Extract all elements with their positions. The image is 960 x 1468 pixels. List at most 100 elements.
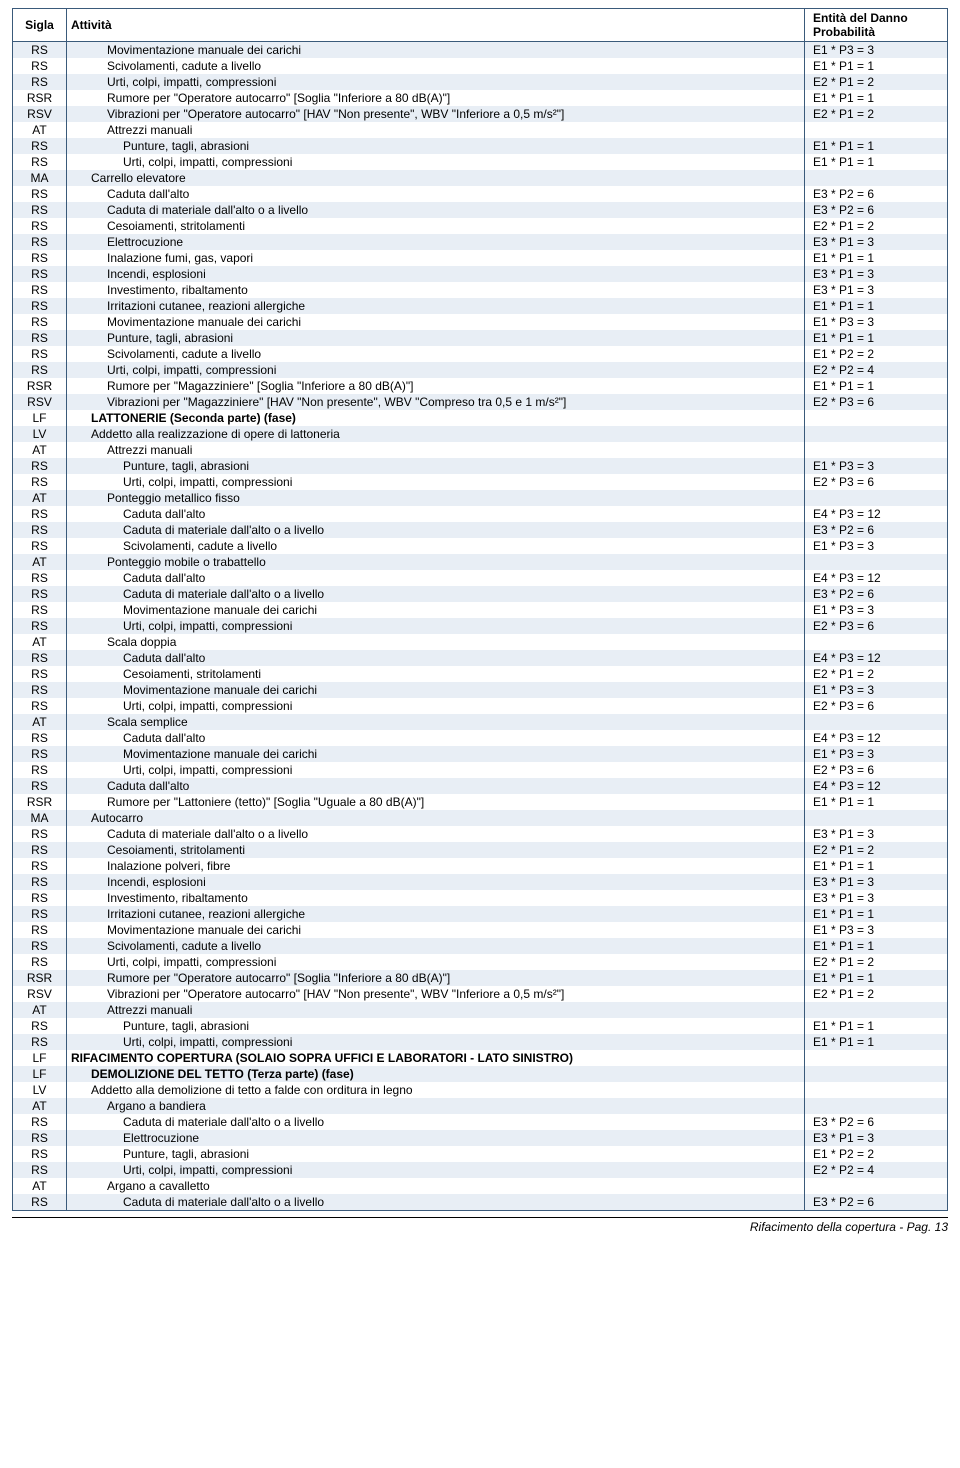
cell-entita: E4 * P3 = 12 xyxy=(805,506,948,522)
cell-attivita: Vibrazioni per "Operatore autocarro" [HA… xyxy=(67,106,805,122)
cell-attivita: LATTONERIE (Seconda parte) (fase) xyxy=(67,410,805,426)
table-row: ATAttrezzi manuali xyxy=(13,442,948,458)
cell-sigla: AT xyxy=(13,1178,67,1194)
cell-sigla: AT xyxy=(13,1098,67,1114)
cell-entita xyxy=(805,1082,948,1098)
cell-sigla: RS xyxy=(13,826,67,842)
table-row: RSVVibrazioni per "Magazziniere" [HAV "N… xyxy=(13,394,948,410)
cell-sigla: RS xyxy=(13,74,67,90)
cell-attivita: Urti, colpi, impatti, compressioni xyxy=(67,698,805,714)
table-row: RSIrritazioni cutanee, reazioni allergic… xyxy=(13,298,948,314)
table-row: RSCaduta di materiale dall'alto o a live… xyxy=(13,826,948,842)
cell-attivita: Punture, tagli, abrasioni xyxy=(67,1146,805,1162)
cell-entita: E2 * P1 = 2 xyxy=(805,666,948,682)
cell-sigla: RS xyxy=(13,1018,67,1034)
cell-attivita: Inalazione fumi, gas, vapori xyxy=(67,250,805,266)
cell-sigla: AT xyxy=(13,554,67,570)
table-row: RSScivolamenti, cadute a livelloE1 * P1 … xyxy=(13,58,948,74)
cell-entita: E1 * P1 = 1 xyxy=(805,378,948,394)
cell-attivita: Movimentazione manuale dei carichi xyxy=(67,922,805,938)
table-row: RSCaduta di materiale dall'alto o a live… xyxy=(13,202,948,218)
cell-entita xyxy=(805,1178,948,1194)
cell-attivita: Scala semplice xyxy=(67,714,805,730)
cell-attivita: Punture, tagli, abrasioni xyxy=(67,330,805,346)
table-row: RSIrritazioni cutanee, reazioni allergic… xyxy=(13,906,948,922)
cell-entita: E1 * P2 = 2 xyxy=(805,1146,948,1162)
cell-sigla: RS xyxy=(13,1130,67,1146)
cell-entita: E1 * P1 = 1 xyxy=(805,794,948,810)
table-row: RSInalazione polveri, fibreE1 * P1 = 1 xyxy=(13,858,948,874)
table-row: RSMovimentazione manuale dei carichiE1 *… xyxy=(13,682,948,698)
cell-attivita: Cesoiamenti, stritolamenti xyxy=(67,666,805,682)
cell-entita: E3 * P2 = 6 xyxy=(805,1114,948,1130)
table-row: LVAddetto alla realizzazione di opere di… xyxy=(13,426,948,442)
cell-sigla: MA xyxy=(13,810,67,826)
cell-attivita: RIFACIMENTO COPERTURA (SOLAIO SOPRA UFFI… xyxy=(67,1050,805,1066)
cell-sigla: RS xyxy=(13,602,67,618)
cell-attivita: Punture, tagli, abrasioni xyxy=(67,458,805,474)
cell-attivita: Urti, colpi, impatti, compressioni xyxy=(67,74,805,90)
cell-attivita: Movimentazione manuale dei carichi xyxy=(67,42,805,59)
cell-attivita: Vibrazioni per "Operatore autocarro" [HA… xyxy=(67,986,805,1002)
cell-sigla: RS xyxy=(13,282,67,298)
cell-attivita: Urti, colpi, impatti, compressioni xyxy=(67,954,805,970)
table-row: RSUrti, colpi, impatti, compressioniE2 *… xyxy=(13,618,948,634)
cell-sigla: RS xyxy=(13,314,67,330)
cell-sigla: RS xyxy=(13,154,67,170)
cell-sigla: AT xyxy=(13,490,67,506)
cell-attivita: Carrello elevatore xyxy=(67,170,805,186)
cell-attivita: Movimentazione manuale dei carichi xyxy=(67,314,805,330)
cell-attivita: Urti, colpi, impatti, compressioni xyxy=(67,154,805,170)
cell-sigla: RS xyxy=(13,730,67,746)
table-row: RSCaduta di materiale dall'alto o a live… xyxy=(13,1114,948,1130)
header-sigla: Sigla xyxy=(13,9,67,42)
cell-sigla: RS xyxy=(13,234,67,250)
cell-attivita: Argano a bandiera xyxy=(67,1098,805,1114)
cell-sigla: RS xyxy=(13,746,67,762)
cell-attivita: Caduta dall'alto xyxy=(67,186,805,202)
cell-attivita: Scivolamenti, cadute a livello xyxy=(67,538,805,554)
cell-attivita: Ponteggio mobile o trabattello xyxy=(67,554,805,570)
cell-entita: E2 * P3 = 6 xyxy=(805,474,948,490)
table-row: RSPunture, tagli, abrasioniE1 * P1 = 1 xyxy=(13,138,948,154)
cell-attivita: Caduta dall'alto xyxy=(67,730,805,746)
cell-entita: E1 * P2 = 2 xyxy=(805,346,948,362)
cell-attivita: Scala doppia xyxy=(67,634,805,650)
table-row: RSCaduta dall'altoE4 * P3 = 12 xyxy=(13,570,948,586)
cell-attivita: Caduta di materiale dall'alto o a livell… xyxy=(67,1194,805,1211)
cell-entita: E3 * P1 = 3 xyxy=(805,890,948,906)
cell-entita: E3 * P1 = 3 xyxy=(805,266,948,282)
cell-attivita: Investimento, ribaltamento xyxy=(67,890,805,906)
cell-attivita: Attrezzi manuali xyxy=(67,122,805,138)
cell-entita: E1 * P3 = 3 xyxy=(805,42,948,59)
cell-entita: E1 * P3 = 3 xyxy=(805,314,948,330)
cell-entita xyxy=(805,490,948,506)
table-row: RSCaduta di materiale dall'alto o a live… xyxy=(13,1194,948,1211)
cell-entita: E4 * P3 = 12 xyxy=(805,778,948,794)
table-row: RSUrti, colpi, impatti, compressioniE2 *… xyxy=(13,954,948,970)
table-row: RSRRumore per "Operatore autocarro" [Sog… xyxy=(13,90,948,106)
cell-attivita: Ponteggio metallico fisso xyxy=(67,490,805,506)
cell-sigla: RS xyxy=(13,1146,67,1162)
table-row: RSCaduta dall'altoE4 * P3 = 12 xyxy=(13,650,948,666)
table-row: RSMovimentazione manuale dei carichiE1 *… xyxy=(13,922,948,938)
cell-attivita: Urti, colpi, impatti, compressioni xyxy=(67,762,805,778)
cell-sigla: RS xyxy=(13,906,67,922)
cell-sigla: RS xyxy=(13,330,67,346)
cell-entita xyxy=(805,554,948,570)
cell-attivita: Urti, colpi, impatti, compressioni xyxy=(67,362,805,378)
cell-sigla: RS xyxy=(13,346,67,362)
cell-sigla: AT xyxy=(13,442,67,458)
table-row: LFDEMOLIZIONE DEL TETTO (Terza parte) (f… xyxy=(13,1066,948,1082)
table-row: ATArgano a cavalletto xyxy=(13,1178,948,1194)
cell-entita: E1 * P1 = 1 xyxy=(805,330,948,346)
table-row: RSMovimentazione manuale dei carichiE1 *… xyxy=(13,746,948,762)
cell-attivita: Elettrocuzione xyxy=(67,1130,805,1146)
cell-entita: E1 * P1 = 1 xyxy=(805,858,948,874)
table-row: RSCaduta dall'altoE4 * P3 = 12 xyxy=(13,506,948,522)
cell-sigla: AT xyxy=(13,714,67,730)
cell-entita xyxy=(805,170,948,186)
cell-sigla: RS xyxy=(13,58,67,74)
cell-sigla: RS xyxy=(13,890,67,906)
cell-attivita: Movimentazione manuale dei carichi xyxy=(67,602,805,618)
